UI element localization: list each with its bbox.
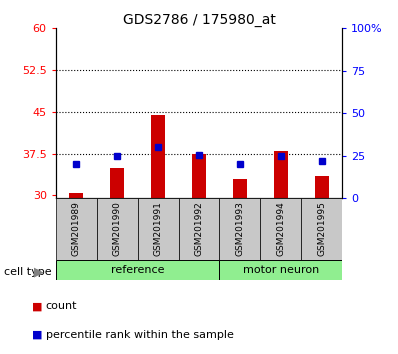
Title: GDS2786 / 175980_at: GDS2786 / 175980_at — [123, 13, 275, 27]
Text: GSM201990: GSM201990 — [113, 201, 122, 256]
Bar — [110, 167, 124, 198]
Text: GSM201995: GSM201995 — [317, 201, 326, 256]
Bar — [219, 198, 260, 260]
Bar — [219, 260, 342, 280]
Text: GSM201991: GSM201991 — [154, 201, 162, 256]
Text: count: count — [46, 301, 77, 311]
Text: GSM201989: GSM201989 — [72, 201, 81, 256]
Bar — [56, 260, 219, 280]
Bar — [233, 179, 247, 198]
Bar — [315, 176, 329, 198]
Bar — [151, 115, 165, 198]
Bar — [260, 198, 301, 260]
Bar — [274, 151, 288, 198]
Bar — [192, 154, 206, 198]
Text: ■: ■ — [32, 330, 42, 339]
Text: motor neuron: motor neuron — [243, 265, 319, 275]
Text: cell type: cell type — [4, 267, 52, 277]
Bar — [97, 198, 138, 260]
Text: ▶: ▶ — [34, 266, 43, 278]
Bar — [301, 198, 342, 260]
Text: reference: reference — [111, 265, 164, 275]
Bar — [69, 193, 83, 198]
Bar — [56, 198, 97, 260]
Bar — [138, 198, 179, 260]
Text: ■: ■ — [32, 301, 42, 311]
Text: GSM201993: GSM201993 — [236, 201, 244, 256]
Text: percentile rank within the sample: percentile rank within the sample — [46, 330, 234, 339]
Text: GSM201992: GSM201992 — [195, 201, 203, 256]
Bar — [179, 198, 219, 260]
Text: GSM201994: GSM201994 — [276, 201, 285, 256]
